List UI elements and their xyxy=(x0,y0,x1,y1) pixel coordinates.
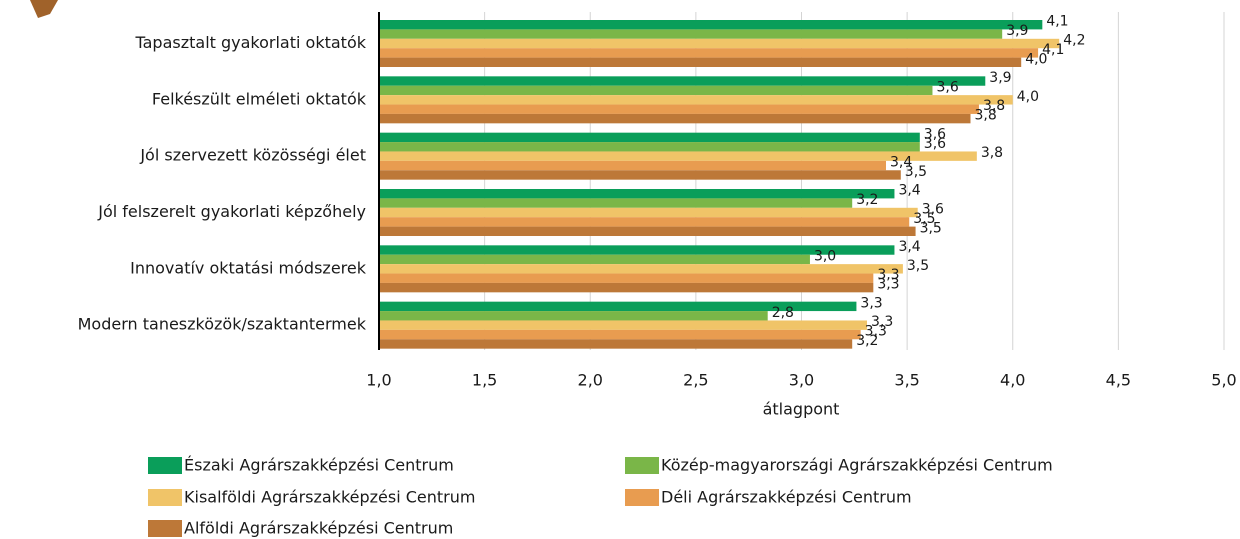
bar xyxy=(379,160,886,171)
data-label: 3,5 xyxy=(920,220,942,236)
x-tick-label: 5,0 xyxy=(1211,371,1236,390)
bar xyxy=(379,57,1022,67)
bar xyxy=(379,273,874,283)
data-label: 3,4 xyxy=(898,183,920,199)
bar xyxy=(379,311,768,321)
data-label: 3,3 xyxy=(860,295,882,311)
data-label: 3,0 xyxy=(814,248,836,264)
bar xyxy=(379,48,1039,58)
data-label: 4,1 xyxy=(1046,14,1068,30)
bar xyxy=(379,38,1060,49)
bar xyxy=(379,207,918,218)
data-label: 4,0 xyxy=(1017,89,1039,105)
bar xyxy=(379,132,920,143)
legend-swatch xyxy=(148,489,182,506)
bar xyxy=(379,76,986,86)
data-label: 3,9 xyxy=(1006,23,1028,39)
data-label: 3,8 xyxy=(983,98,1005,114)
bar xyxy=(379,245,895,255)
corner-decoration xyxy=(30,0,58,18)
data-label: 3,4 xyxy=(890,155,912,171)
data-label: 3,3 xyxy=(877,277,899,293)
y-tick-label: Tapasztalt gyakorlati oktatók xyxy=(134,33,366,52)
x-tick-label: 2,5 xyxy=(683,371,708,390)
legend-swatch xyxy=(625,457,659,474)
data-label: 4,1 xyxy=(1042,42,1064,58)
data-label: 3,3 xyxy=(865,324,887,340)
x-tick-label: 4,5 xyxy=(1106,371,1131,390)
x-tick-label: 3,0 xyxy=(789,371,814,390)
legend-label: Alföldi Agrárszakképzési Centrum xyxy=(184,519,453,538)
bar xyxy=(379,282,874,293)
bar xyxy=(379,85,933,96)
x-tick-label: 3,5 xyxy=(894,371,919,390)
data-label: 3,5 xyxy=(907,258,929,274)
bar xyxy=(379,95,1013,105)
data-label: 3,4 xyxy=(898,239,920,255)
bar xyxy=(379,20,1043,30)
data-label: 3,6 xyxy=(924,126,946,142)
bar xyxy=(379,226,916,236)
data-label: 4,2 xyxy=(1063,33,1085,49)
legend-label: Közép-magyarországi Agrárszakképzési Cen… xyxy=(661,456,1053,475)
y-tick-label: Felkészült elméleti oktatók xyxy=(152,89,367,108)
legend-label: Északi Agrárszakképzési Centrum xyxy=(184,456,454,475)
data-label: 3,8 xyxy=(975,108,997,124)
data-label: 3,5 xyxy=(905,164,927,180)
x-tick-label: 4,0 xyxy=(1000,371,1025,390)
data-label: 3,3 xyxy=(877,267,899,283)
bar xyxy=(379,189,895,199)
y-tick-label: Innovatív oktatási módszerek xyxy=(130,258,367,277)
data-label: 3,6 xyxy=(922,202,944,218)
y-tick-label: Modern taneszközök/szaktantermek xyxy=(78,315,367,334)
bar xyxy=(379,198,853,208)
legend-swatch xyxy=(625,489,659,506)
legend-swatch xyxy=(148,520,182,537)
data-label: 4,0 xyxy=(1025,51,1047,67)
data-label: 3,2 xyxy=(856,333,878,349)
legend-label: Kisalföldi Agrárszakképzési Centrum xyxy=(184,488,475,507)
y-tick-label: Jól felszerelt gyakorlati képzőhely xyxy=(97,202,366,221)
data-label: 3,2 xyxy=(856,192,878,208)
bar xyxy=(379,29,1003,39)
data-label: 3,8 xyxy=(981,145,1003,161)
bar xyxy=(379,104,979,114)
x-tick-label: 1,5 xyxy=(472,371,497,390)
bar xyxy=(379,264,903,274)
y-tick-label: Jól szervezett közösségi élet xyxy=(139,146,366,165)
data-label: 2,8 xyxy=(772,305,794,321)
bar xyxy=(379,301,857,312)
x-axis-title: átlagpont xyxy=(763,400,840,419)
bar xyxy=(379,329,861,340)
data-label: 3,6 xyxy=(936,79,958,95)
data-label: 3,9 xyxy=(989,70,1011,86)
x-tick-label: 1,0 xyxy=(366,371,391,390)
data-label: 3,3 xyxy=(871,314,893,330)
bar xyxy=(379,217,910,227)
bar xyxy=(379,320,867,330)
legend-label: Déli Agrárszakképzési Centrum xyxy=(661,488,912,507)
data-label: 3,6 xyxy=(924,136,946,152)
x-tick-label: 2,0 xyxy=(578,371,603,390)
bar xyxy=(379,151,977,161)
bar xyxy=(379,170,901,180)
bar xyxy=(379,142,920,152)
bar xyxy=(379,113,971,124)
bar xyxy=(379,339,853,349)
legend-swatch xyxy=(148,457,182,474)
bar xyxy=(379,254,810,265)
data-label: 3,5 xyxy=(913,211,935,227)
